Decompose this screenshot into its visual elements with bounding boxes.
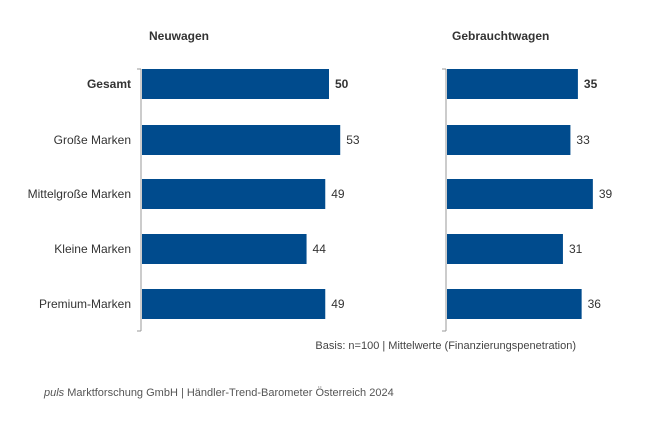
value-label-1-0: 35 xyxy=(584,77,598,91)
bar-1-1 xyxy=(447,125,571,155)
bar-1-3 xyxy=(447,234,563,264)
basis-note: Basis: n=100 | Mittelwerte (Finanzierung… xyxy=(315,340,576,352)
panel-title-0: Neuwagen xyxy=(149,29,209,43)
panel-title-1: Gebrauchtwagen xyxy=(452,29,549,43)
bar-0-4 xyxy=(142,289,326,319)
bar-0-1 xyxy=(142,125,341,155)
category-label-0: Gesamt xyxy=(87,77,131,91)
value-label-0-2: 49 xyxy=(331,187,345,201)
bar-1-0 xyxy=(447,69,578,99)
category-label-2: Mittelgroße Marken xyxy=(28,187,131,201)
footer-brand: puls xyxy=(44,387,65,399)
value-label-0-4: 49 xyxy=(331,297,345,311)
value-label-1-3: 31 xyxy=(569,242,583,256)
bar-1-2 xyxy=(447,179,593,209)
value-label-0-0: 50 xyxy=(335,77,349,91)
bar-0-3 xyxy=(142,234,307,264)
bar-0-0 xyxy=(142,69,329,99)
footer-text: Marktforschung GmbH | Händler-Trend-Baro… xyxy=(64,387,394,399)
value-label-0-3: 44 xyxy=(313,242,327,256)
footer-source: puls Marktforschung GmbH | Händler-Trend… xyxy=(44,387,394,399)
value-label-1-2: 39 xyxy=(599,187,613,201)
category-label-1: Große Marken xyxy=(54,133,131,147)
value-label-1-1: 33 xyxy=(576,133,590,147)
category-label-4: Premium-Marken xyxy=(39,297,131,311)
value-label-0-1: 53 xyxy=(346,133,360,147)
value-label-1-4: 36 xyxy=(588,297,602,311)
category-label-3: Kleine Marken xyxy=(54,242,131,256)
bar-0-2 xyxy=(142,179,326,209)
bar-1-4 xyxy=(447,289,582,319)
